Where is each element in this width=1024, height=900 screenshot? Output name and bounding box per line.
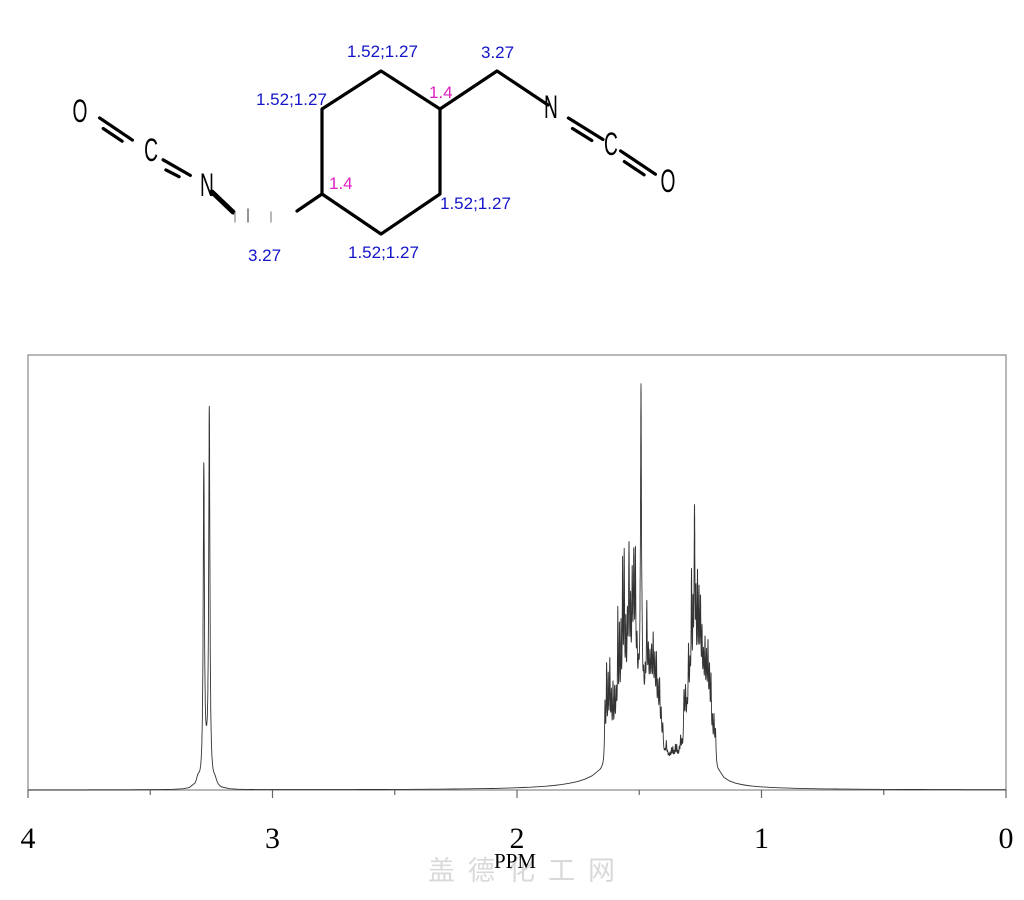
- svg-text:PPM: PPM: [494, 849, 536, 873]
- svg-text:3.27: 3.27: [248, 246, 281, 265]
- svg-text:O: O: [661, 163, 676, 199]
- svg-text:1.52;1.27: 1.52;1.27: [256, 90, 327, 109]
- svg-text:1.52;1.27: 1.52;1.27: [440, 194, 511, 213]
- svg-text:O: O: [73, 93, 88, 129]
- svg-text:N: N: [200, 167, 214, 203]
- svg-text:1.4: 1.4: [329, 174, 353, 193]
- svg-text:0: 0: [999, 822, 1014, 855]
- svg-text:1.4: 1.4: [429, 83, 453, 102]
- svg-text:3.27: 3.27: [481, 43, 514, 62]
- svg-text:N: N: [544, 89, 558, 125]
- svg-text:1: 1: [754, 822, 769, 855]
- svg-text:1.52;1.27: 1.52;1.27: [347, 42, 418, 61]
- svg-text:1.52;1.27: 1.52;1.27: [348, 243, 419, 262]
- svg-text:3: 3: [265, 822, 280, 855]
- svg-text:4: 4: [21, 822, 36, 855]
- svg-text:C: C: [604, 126, 618, 162]
- svg-text:C: C: [144, 132, 158, 168]
